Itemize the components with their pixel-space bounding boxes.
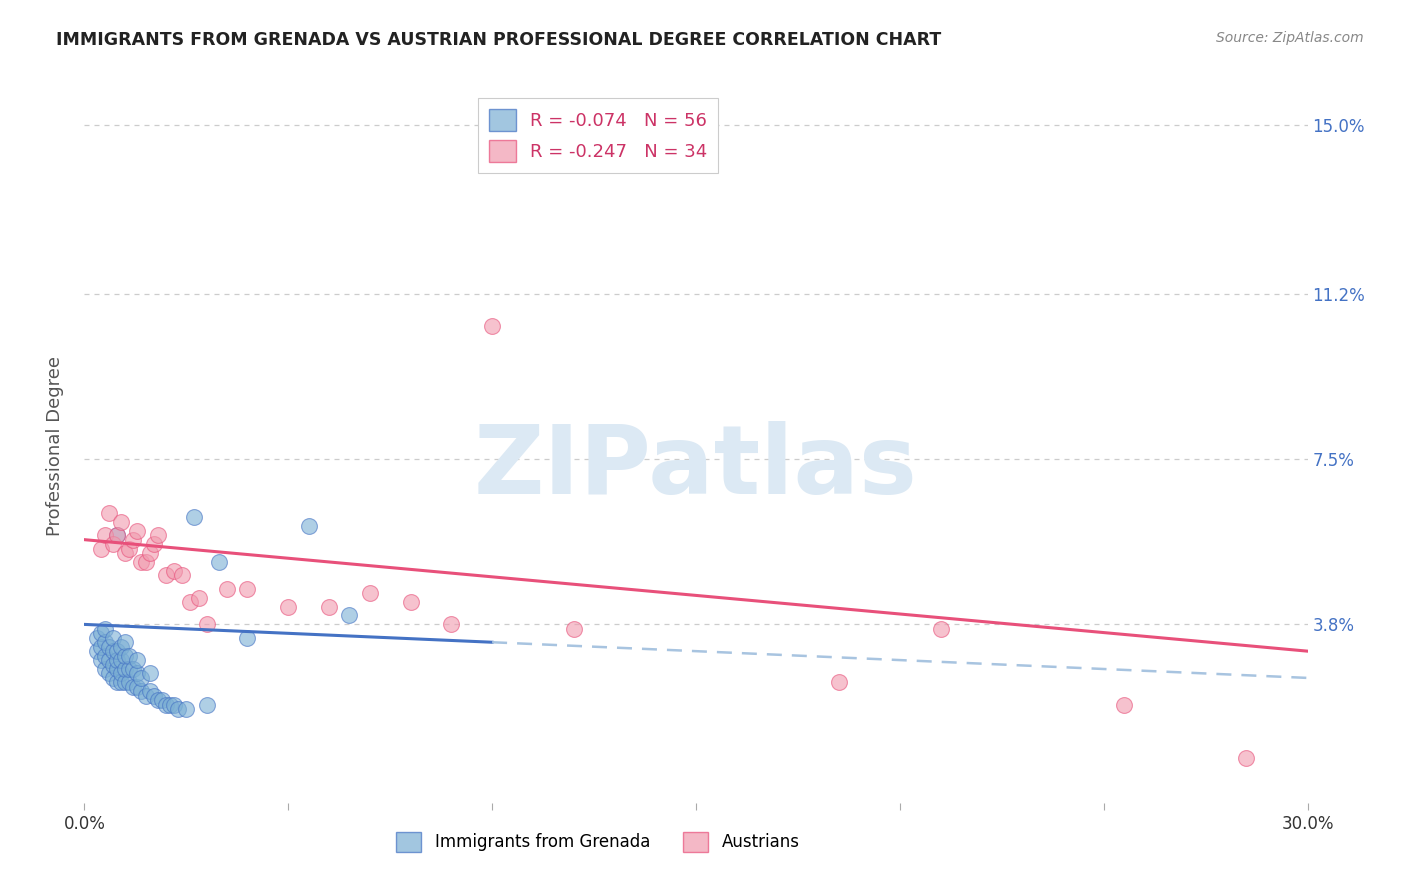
Point bbox=[114, 546, 136, 560]
Point bbox=[110, 653, 132, 667]
Point bbox=[131, 671, 153, 685]
Point bbox=[127, 524, 149, 538]
Point bbox=[122, 662, 145, 676]
Point bbox=[105, 528, 128, 542]
Point bbox=[114, 675, 136, 690]
Point bbox=[179, 595, 201, 609]
Text: ZIPatlas: ZIPatlas bbox=[474, 421, 918, 514]
Point bbox=[481, 318, 503, 333]
Y-axis label: Professional Degree: Professional Degree bbox=[45, 356, 63, 536]
Point bbox=[155, 698, 177, 712]
Point bbox=[93, 648, 115, 663]
Point bbox=[142, 689, 165, 703]
Point bbox=[101, 671, 124, 685]
Point bbox=[86, 644, 108, 658]
Point bbox=[1236, 751, 1258, 765]
Point bbox=[127, 680, 149, 694]
Point bbox=[110, 666, 132, 681]
Point bbox=[90, 541, 112, 556]
Point bbox=[97, 666, 120, 681]
Point bbox=[93, 528, 115, 542]
Point bbox=[118, 648, 141, 663]
Point bbox=[138, 684, 160, 698]
Point bbox=[105, 662, 128, 676]
Point bbox=[135, 555, 157, 569]
Point bbox=[97, 640, 120, 654]
Point bbox=[114, 662, 136, 676]
Point bbox=[101, 657, 124, 672]
Point bbox=[146, 693, 169, 707]
Point bbox=[118, 675, 141, 690]
Point bbox=[90, 626, 112, 640]
Point bbox=[163, 698, 186, 712]
Point bbox=[97, 653, 120, 667]
Point bbox=[122, 533, 145, 547]
Point bbox=[155, 568, 177, 582]
Point bbox=[93, 635, 115, 649]
Point bbox=[118, 662, 141, 676]
Point bbox=[90, 640, 112, 654]
Point bbox=[101, 644, 124, 658]
Point bbox=[195, 617, 218, 632]
Point bbox=[131, 684, 153, 698]
Point bbox=[105, 528, 128, 542]
Point bbox=[159, 698, 181, 712]
Point bbox=[93, 622, 115, 636]
Point bbox=[562, 622, 585, 636]
Point bbox=[110, 640, 132, 654]
Point bbox=[399, 595, 422, 609]
Point bbox=[127, 653, 149, 667]
Point bbox=[359, 586, 381, 600]
Point bbox=[118, 541, 141, 556]
Point bbox=[138, 546, 160, 560]
Text: IMMIGRANTS FROM GRENADA VS AUSTRIAN PROFESSIONAL DEGREE CORRELATION CHART: IMMIGRANTS FROM GRENADA VS AUSTRIAN PROF… bbox=[56, 31, 942, 49]
Point bbox=[105, 644, 128, 658]
Legend: Immigrants from Grenada, Austrians: Immigrants from Grenada, Austrians bbox=[389, 825, 807, 859]
Point bbox=[105, 653, 128, 667]
Point bbox=[339, 608, 361, 623]
Point bbox=[440, 617, 463, 632]
Point bbox=[187, 591, 209, 605]
Point bbox=[163, 564, 186, 578]
Point bbox=[146, 528, 169, 542]
Point bbox=[172, 568, 194, 582]
Point bbox=[1114, 698, 1136, 712]
Point bbox=[138, 666, 160, 681]
Point bbox=[127, 666, 149, 681]
Point bbox=[131, 555, 153, 569]
Point bbox=[208, 555, 231, 569]
Point bbox=[90, 653, 112, 667]
Point bbox=[828, 675, 851, 690]
Point bbox=[298, 519, 321, 533]
Point bbox=[217, 582, 239, 596]
Point bbox=[167, 702, 190, 716]
Point bbox=[101, 537, 124, 551]
Point bbox=[110, 675, 132, 690]
Point bbox=[110, 515, 132, 529]
Point bbox=[114, 635, 136, 649]
Point bbox=[101, 631, 124, 645]
Point bbox=[135, 689, 157, 703]
Point bbox=[122, 680, 145, 694]
Point bbox=[142, 537, 165, 551]
Point bbox=[97, 506, 120, 520]
Point bbox=[929, 622, 952, 636]
Text: Source: ZipAtlas.com: Source: ZipAtlas.com bbox=[1216, 31, 1364, 45]
Point bbox=[114, 648, 136, 663]
Point bbox=[105, 675, 128, 690]
Point bbox=[174, 702, 197, 716]
Point bbox=[318, 599, 340, 614]
Point bbox=[86, 631, 108, 645]
Point bbox=[150, 693, 173, 707]
Point bbox=[236, 631, 259, 645]
Point bbox=[277, 599, 299, 614]
Point bbox=[93, 662, 115, 676]
Point bbox=[183, 510, 205, 524]
Point bbox=[236, 582, 259, 596]
Point bbox=[195, 698, 218, 712]
